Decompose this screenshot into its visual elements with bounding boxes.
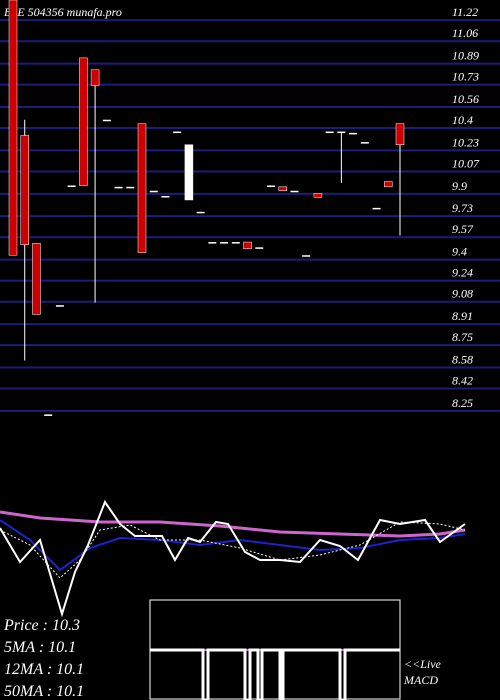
- candle-body: [290, 190, 299, 193]
- ma-50: [0, 510, 466, 538]
- y-tick-label: 11.22: [452, 5, 478, 19]
- y-tick-label: 9.24: [452, 266, 473, 280]
- candle-body: [102, 119, 111, 122]
- candle-body: [360, 142, 369, 144]
- y-tick-label: 10.89: [452, 49, 479, 63]
- candle-body: [90, 69, 100, 86]
- candle-body: [196, 211, 205, 214]
- candle-body: [184, 144, 194, 201]
- y-tick-label: 9.9: [452, 179, 467, 193]
- macd-panel: [149, 599, 401, 700]
- candle-body: [255, 247, 264, 249]
- candle-body: [325, 131, 334, 134]
- info-label: 12MA : 10.1: [4, 661, 84, 678]
- y-tick-label: 9.4: [452, 245, 467, 259]
- info-label: 5MA : 10.1: [4, 639, 76, 656]
- candle-body: [267, 185, 275, 188]
- y-tick-label: 10.23: [452, 135, 479, 149]
- candle-body: [126, 186, 135, 189]
- candle-body: [20, 135, 29, 245]
- y-tick-label: 10.07: [452, 156, 480, 170]
- candle-body: [208, 242, 217, 244]
- macd-label: <<Live MACD: [403, 657, 442, 687]
- ma-5: [0, 521, 466, 579]
- y-tick-label: 9.57: [452, 222, 474, 236]
- candle-body: [313, 193, 323, 198]
- candle-body: [32, 243, 41, 315]
- y-tick-label: 9.08: [452, 287, 473, 301]
- y-tick-label: 10.73: [452, 70, 479, 84]
- price-line: [0, 499, 466, 618]
- candle-body: [384, 181, 393, 188]
- y-tick-label: 8.25: [452, 396, 473, 410]
- candle-body: [231, 242, 240, 244]
- candle-body: [114, 186, 123, 189]
- y-tick-label: 8.58: [452, 352, 473, 366]
- candle-body: [8, 0, 18, 256]
- indicator-panel: [0, 499, 466, 618]
- candle-body: [337, 131, 346, 134]
- candle-body: [243, 241, 252, 249]
- ma-12: [0, 519, 466, 572]
- candle-body: [79, 57, 88, 186]
- y-tick-label: 10.56: [452, 92, 479, 106]
- candle-body: [44, 414, 53, 416]
- info-label: 50MA : 10.1: [4, 683, 84, 700]
- chart-title: BSE 504356 munafa.pro: [4, 5, 122, 19]
- y-tick-label: 8.42: [452, 374, 473, 388]
- candle-body: [220, 242, 229, 244]
- candle-body: [137, 123, 147, 253]
- y-tick-label: 8.75: [452, 330, 473, 344]
- macd-line: [150, 648, 400, 700]
- candle-body: [149, 190, 158, 193]
- candle-body: [302, 255, 311, 257]
- candle-body: [395, 123, 405, 145]
- candle-body: [161, 196, 170, 198]
- candle-body: [55, 305, 64, 307]
- candle-body: [173, 131, 182, 134]
- y-tick-label: 11.06: [452, 26, 478, 40]
- candle-body: [349, 132, 358, 135]
- candle-body: [372, 207, 381, 210]
- y-tick-label: 10.4: [452, 113, 473, 127]
- candle-body: [278, 186, 287, 192]
- y-tick-label: 9.73: [452, 201, 473, 215]
- y-tick-label: 8.91: [452, 309, 473, 323]
- candle-body: [67, 185, 76, 188]
- info-label: Price : 10.3: [3, 617, 80, 634]
